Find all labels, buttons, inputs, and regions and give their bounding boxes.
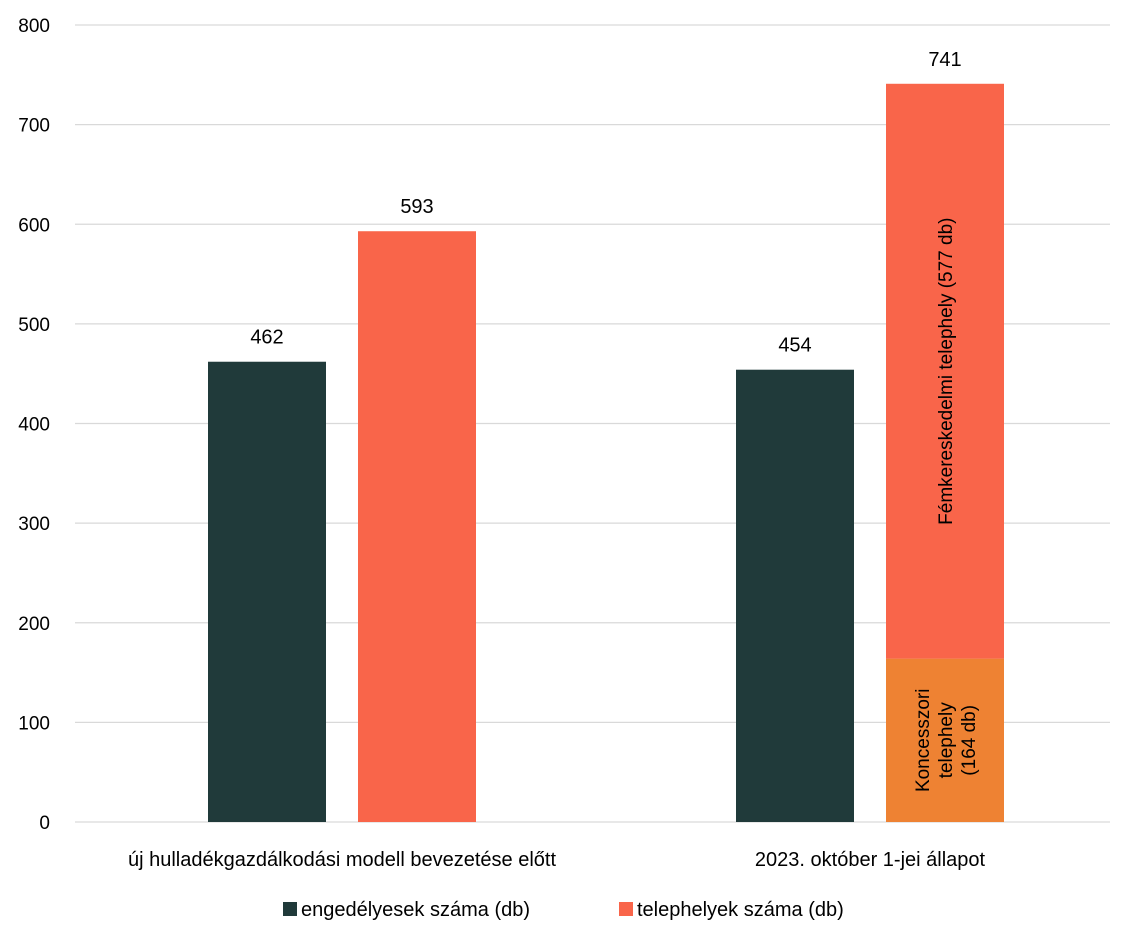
bars [208, 83, 1004, 822]
y-tick-label: 700 [18, 116, 50, 137]
bar [358, 231, 476, 822]
legend-label: engedélyesek száma (db) [301, 899, 530, 921]
data-label: 741 [928, 49, 961, 71]
y-tick-label: 800 [18, 16, 50, 37]
segment-label-line: telephely [936, 702, 957, 779]
bar [736, 369, 854, 822]
legend-swatch [283, 902, 297, 916]
x-category-label: új hulladékgazdálkodási modell bevezetés… [128, 849, 557, 871]
x-axis-category-labels: új hulladékgazdálkodási modell bevezetés… [128, 849, 986, 871]
bar-segment [886, 83, 1004, 659]
data-labels: 462 454 593 Koncesszori telephely (164 db) Fém… [250, 49, 980, 792]
y-tick-label: 400 [18, 415, 50, 436]
bar-segment [886, 658, 1004, 822]
segment-label: Koncesszori telephely (164 db) [913, 689, 980, 793]
legend-swatch [619, 902, 633, 916]
segment-label: Fémkereskedelmi telephely (577 db) [936, 218, 957, 525]
data-label: 593 [400, 196, 433, 218]
bar [208, 361, 326, 822]
y-tick-label: 200 [18, 614, 50, 635]
segment-label-line: (164 db) [959, 705, 980, 776]
legend: engedélyesek száma (db) telephelyek száma… [283, 899, 844, 921]
segment-label-line: Koncesszori [913, 689, 934, 793]
x-category-label: 2023. október 1-jei állapot [755, 849, 986, 871]
legend-label: telephelyek száma (db) [637, 899, 844, 921]
y-axis-tick-labels: 0 100 200 300 400 500 600 700 800 [18, 16, 50, 834]
segment-label-line: Fémkereskedelmi telephely (577 db) [936, 218, 957, 525]
data-label: 462 [250, 327, 283, 349]
y-tick-label: 300 [18, 514, 50, 535]
y-tick-label: 600 [18, 215, 50, 236]
y-tick-label: 100 [18, 713, 50, 734]
y-tick-label: 500 [18, 315, 50, 336]
data-label: 454 [778, 335, 811, 357]
y-tick-label: 0 [39, 813, 50, 834]
